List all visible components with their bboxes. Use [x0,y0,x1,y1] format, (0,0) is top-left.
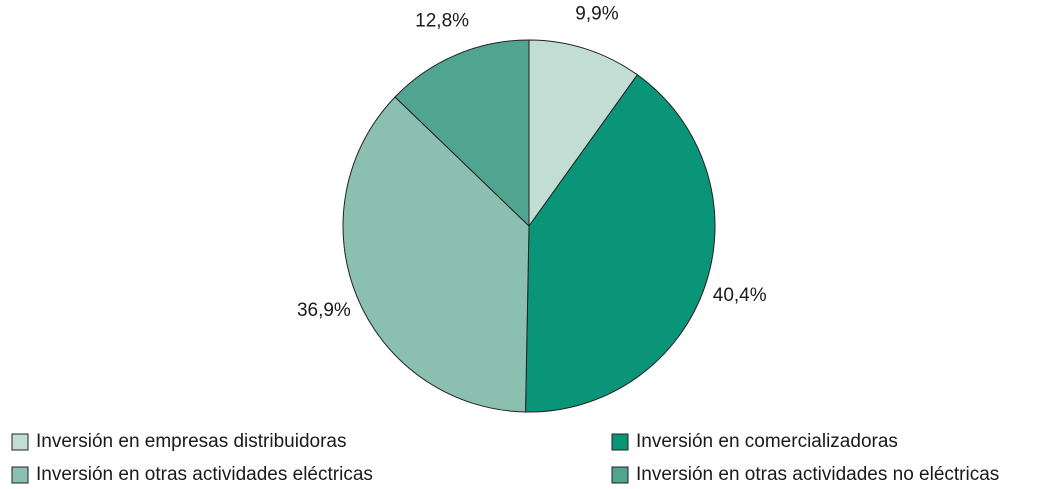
pie-slice [342,96,530,413]
data-label: 36,9% [297,300,351,321]
data-label: 9,9% [575,4,618,25]
legend-label: Inversión en empresas distribuidoras [36,431,347,452]
legend-label: Inversión en comercializadoras [636,431,898,452]
pie-slice [394,39,530,228]
legend-swatch [611,433,629,451]
legend-swatch [11,433,29,451]
pie-slice [528,39,639,228]
legend-label: Inversión en otras actividades eléctrica… [36,464,373,485]
data-label: 12,8% [415,11,469,32]
data-label: 40,4% [713,285,767,306]
legend-swatch [611,466,629,484]
legend-swatch [11,466,29,484]
legend-label: Inversión en otras actividades no eléctr… [636,464,999,485]
pie-slice [524,74,716,413]
